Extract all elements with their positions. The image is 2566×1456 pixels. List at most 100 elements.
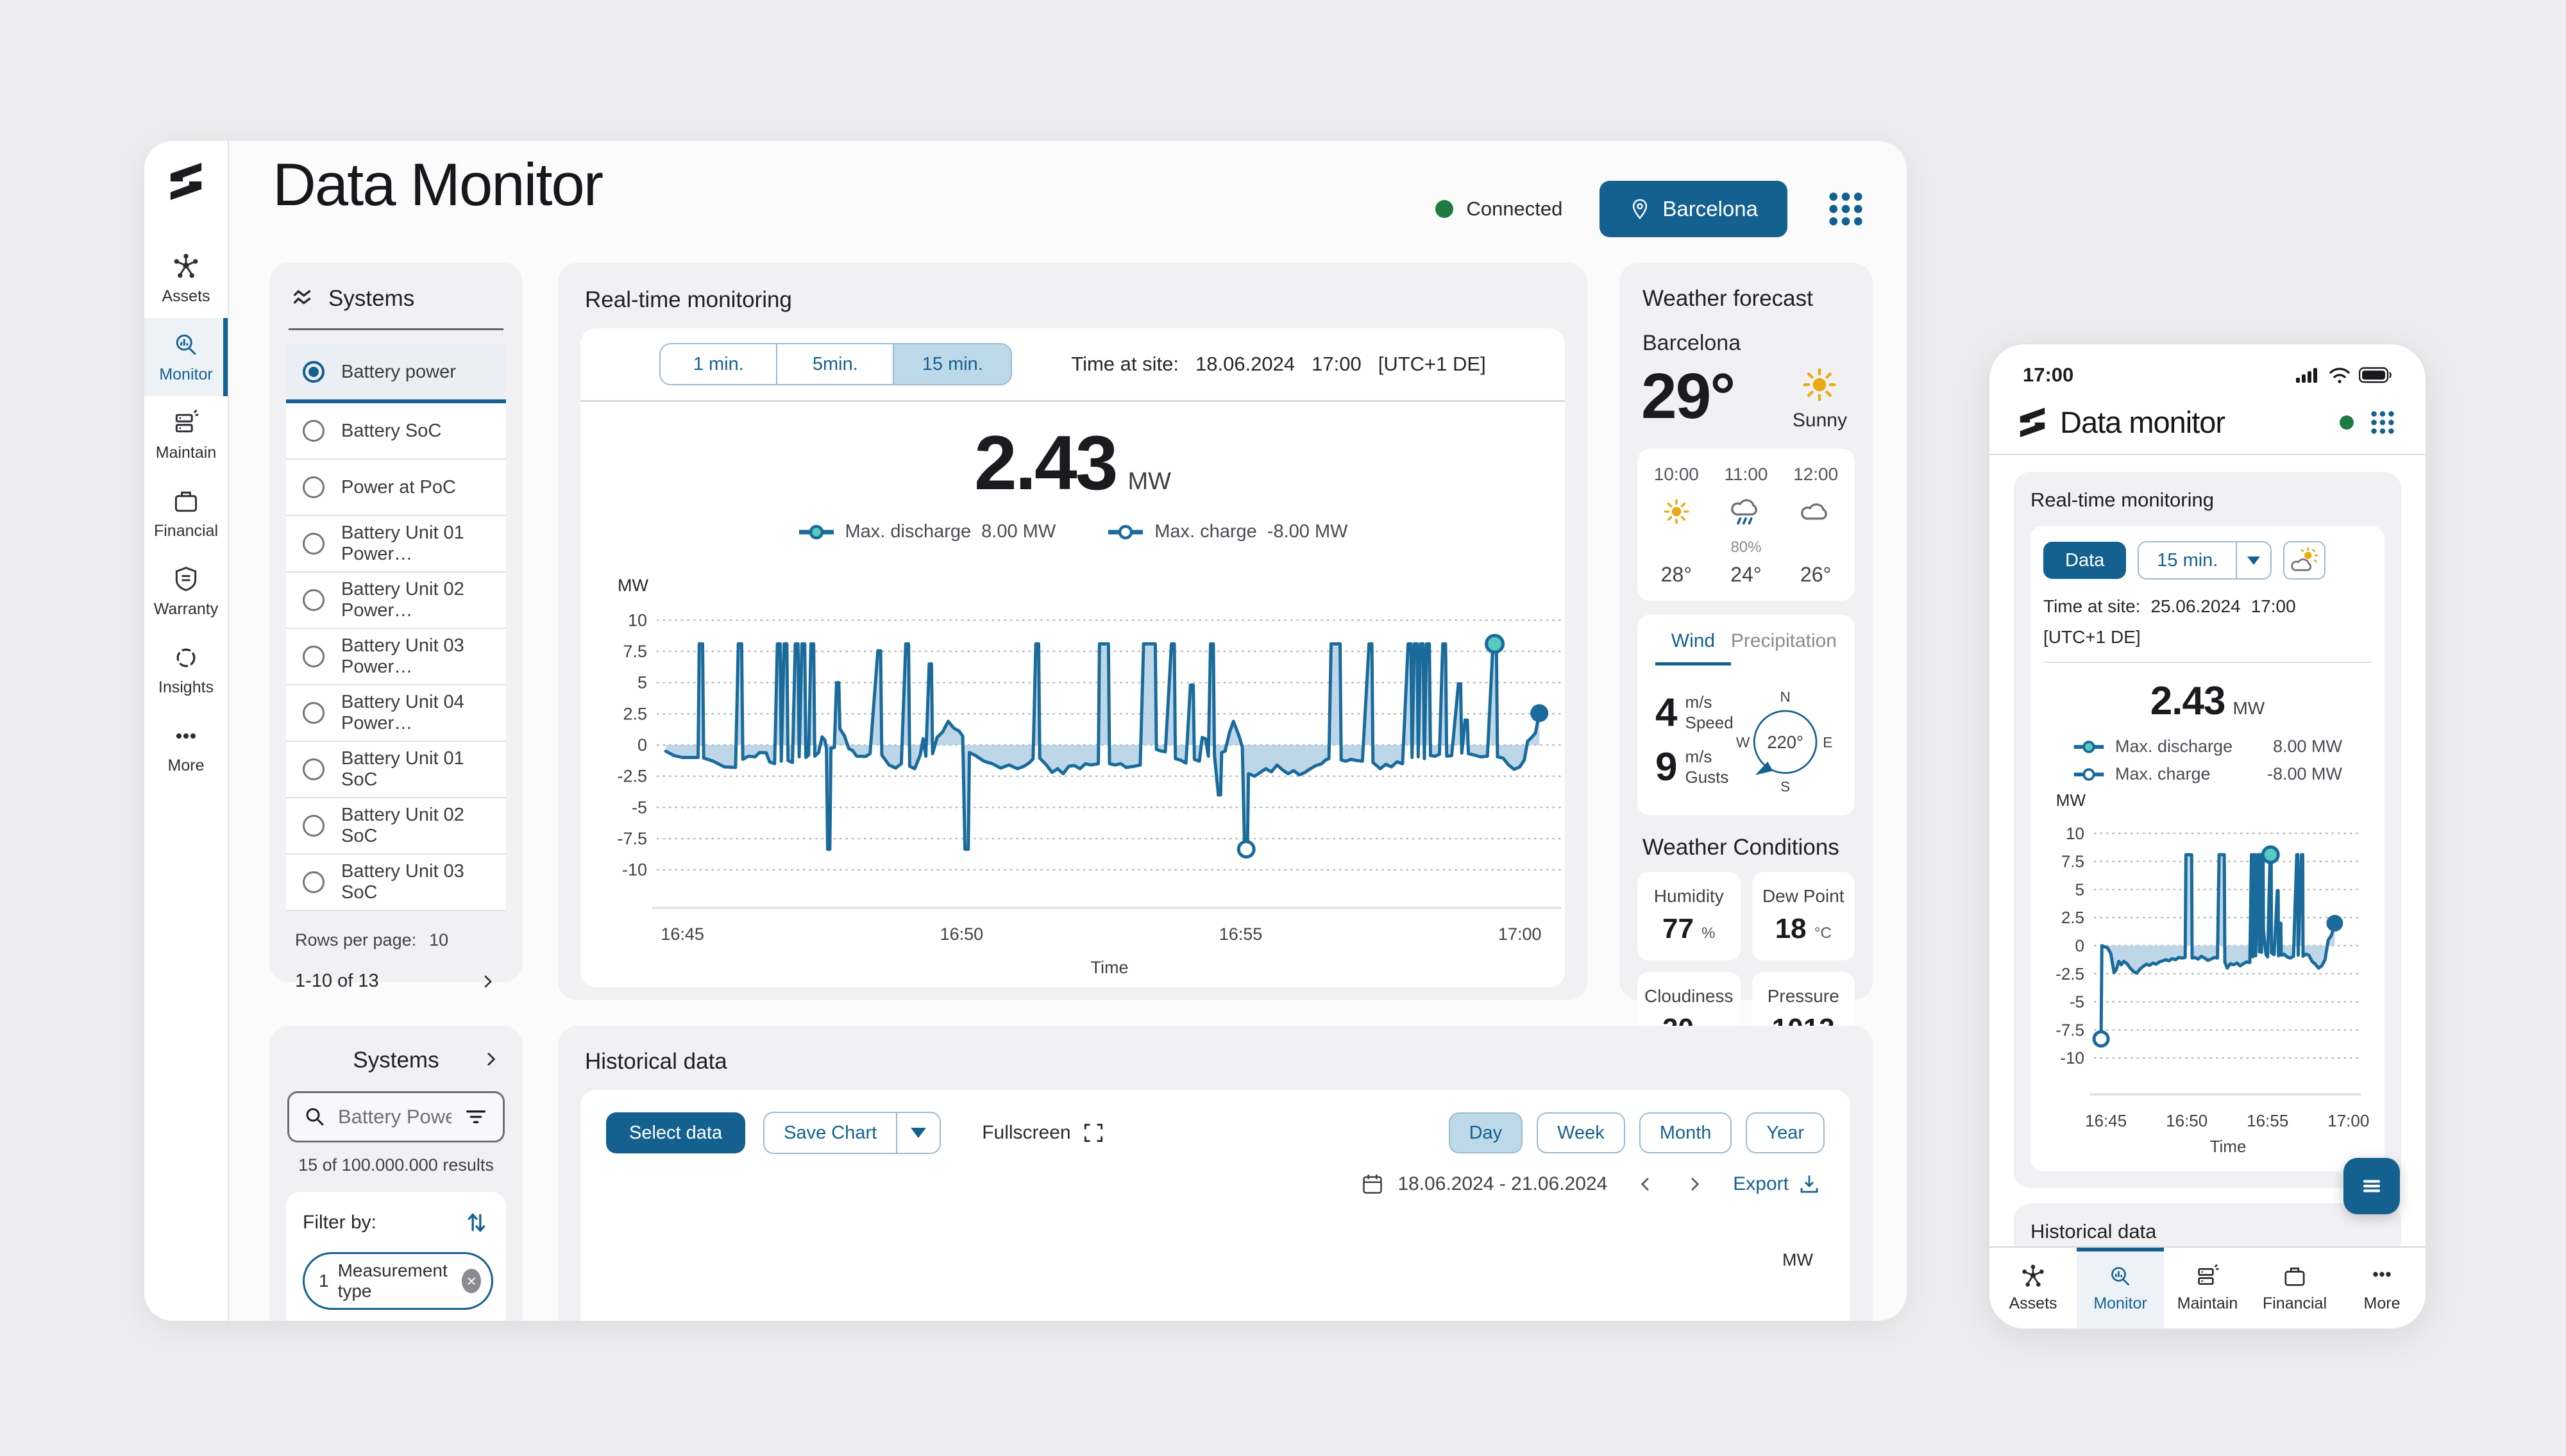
- caret-down-icon: [2247, 556, 2261, 565]
- remove-chip-icon[interactable]: ×: [462, 1269, 481, 1293]
- data-button[interactable]: Data: [2043, 542, 2127, 579]
- svg-text:17:00: 17:00: [1498, 925, 1542, 944]
- phone-realtime-title: Real-time monitoring: [2030, 489, 2214, 511]
- range-button[interactable]: Year: [1746, 1112, 1825, 1153]
- svg-text:Time: Time: [2210, 1137, 2247, 1156]
- interval-caret[interactable]: [2236, 542, 2270, 578]
- menu-fab-button[interactable]: [2343, 1158, 2400, 1214]
- system-radio-row[interactable]: Battery Unit 04 Power…: [286, 685, 506, 742]
- fullscreen-button[interactable]: Fullscreen: [982, 1121, 1105, 1145]
- phone-bottom-nav: Assets Monitor Maintain Financial More: [1989, 1246, 2426, 1328]
- sidebar-item-insights[interactable]: Insights: [144, 631, 228, 709]
- chevron-right-icon[interactable]: [480, 1049, 501, 1069]
- system-radio-row[interactable]: Battery SoC: [286, 403, 506, 460]
- historical-axis-unit: MW: [1782, 1250, 1813, 1269]
- sidebar-item-label: Warranty: [153, 599, 219, 618]
- filter-icon[interactable]: [463, 1104, 489, 1130]
- tab-wind[interactable]: Wind: [1655, 630, 1731, 665]
- realtime-panel: Real-time monitoring 1 min. 5min. 15 min. …: [558, 263, 1587, 1000]
- radio-icon: [303, 646, 325, 667]
- svg-text:2.5: 2.5: [2061, 908, 2084, 927]
- system-radio-row[interactable]: Battery Unit 03 Power…: [286, 629, 506, 685]
- monitor-icon: [176, 334, 196, 355]
- chevron-left-icon[interactable]: [1635, 1174, 1656, 1194]
- realtime-chart[interactable]: 10 7.5 5 2.5 0 -2.5 -5 -7.5 -10 MW 16:45 16:50 16:55…: [596, 571, 1578, 982]
- compass-arrow-icon: [1755, 761, 1773, 775]
- system-label: Battery Unit 01 SoC: [341, 748, 464, 790]
- phone-realtime-chart[interactable]: 10 7.5 5 2.5 0 -2.5 -5 -7.5 -10 MW 16:45 16:50 16:55…: [2043, 789, 2372, 1161]
- hourly-11: 11:00 80% 24°: [1724, 464, 1768, 586]
- nav-item-financial[interactable]: Financial: [2251, 1248, 2338, 1328]
- sidebar-item-more[interactable]: More: [144, 709, 228, 787]
- systems-panel: Systems Battery power Battery SoC Power …: [269, 263, 523, 991]
- sidebar-item-label: Financial: [153, 521, 219, 540]
- svg-text:220°: 220°: [1767, 732, 1803, 752]
- phone-toolbar: Data 15 min.: [2043, 541, 2372, 580]
- system-radio-row[interactable]: Power at PoC: [286, 460, 506, 516]
- weather-toggle-button[interactable]: [2283, 541, 2326, 580]
- sort-icon[interactable]: [464, 1210, 489, 1235]
- hourly-10: 10:00 28°: [1653, 464, 1699, 586]
- filter-chip[interactable]: 1 Measurement type ×: [303, 1252, 493, 1310]
- system-radio-row[interactable]: Battery Unit 02 SoC: [286, 798, 506, 855]
- grid-icon: [1829, 192, 1862, 226]
- logo-icon: [170, 163, 202, 200]
- grid-icon[interactable]: [2368, 408, 2397, 437]
- legend-marker-open-icon: [1108, 524, 1144, 539]
- sidebar-item-maintain[interactable]: Maintain: [144, 396, 228, 474]
- caret-down-icon: [911, 1128, 927, 1138]
- interval-button[interactable]: 5min.: [777, 344, 895, 384]
- range-button[interactable]: Day: [1448, 1112, 1523, 1153]
- sidebar-item-assets[interactable]: Assets: [144, 240, 228, 318]
- save-chart-button[interactable]: Save Chart: [784, 1122, 877, 1143]
- nav-item-monitor[interactable]: Monitor: [2077, 1248, 2164, 1328]
- radio-icon: [303, 758, 325, 780]
- svg-text:5: 5: [637, 673, 647, 692]
- export-button[interactable]: Export: [1733, 1173, 1821, 1196]
- svg-text:MW: MW: [2056, 791, 2086, 810]
- nav-item-maintain[interactable]: Maintain: [2164, 1248, 2251, 1328]
- range-buttons: Day Week Month Year: [1448, 1112, 1825, 1153]
- sidebar-item-warranty[interactable]: Warranty: [144, 553, 228, 631]
- historical-chart[interactable]: MW 25: [606, 1250, 1825, 1321]
- chevron-right-icon[interactable]: [1684, 1174, 1705, 1194]
- svg-text:10: 10: [628, 610, 647, 630]
- system-radio-row[interactable]: Battery Unit 01 Power…: [286, 516, 506, 573]
- system-radio-row[interactable]: Battery Unit 02 Power…: [286, 573, 506, 629]
- svg-text:0: 0: [637, 735, 647, 755]
- financial-icon: [2284, 1267, 2305, 1286]
- hourly-12: 12:00 26°: [1793, 464, 1839, 586]
- nav-item-assets[interactable]: Assets: [1989, 1248, 2077, 1328]
- range-button[interactable]: Week: [1537, 1112, 1625, 1153]
- system-radio-row[interactable]: Battery Unit 03 SoC: [286, 855, 506, 911]
- interval-dropdown: 15 min.: [2138, 541, 2272, 580]
- location-button[interactable]: Barcelona: [1600, 181, 1787, 237]
- connected-dot-icon: [2340, 415, 2354, 430]
- apps-grid-button[interactable]: [1825, 188, 1867, 230]
- system-radio-row[interactable]: Battery power: [286, 344, 506, 403]
- tab-precipitation[interactable]: Precipitation: [1730, 630, 1837, 651]
- sidebar-item-financial[interactable]: Financial: [144, 474, 228, 553]
- rows-per-page-value[interactable]: 10: [429, 930, 449, 950]
- search-box: [287, 1091, 505, 1142]
- select-data-button[interactable]: Select data: [606, 1112, 746, 1153]
- search-input[interactable]: [337, 1105, 453, 1129]
- filter-card: Filter by: 1 Measurement type × 1 Asset …: [286, 1192, 506, 1321]
- system-radio-row[interactable]: Battery Unit 01 SoC: [286, 742, 506, 798]
- svg-text:-2.5: -2.5: [2055, 964, 2084, 983]
- svg-text:N: N: [1780, 689, 1790, 705]
- legend-marker-open-icon: [2073, 767, 2104, 781]
- nav-item-more[interactable]: More: [2338, 1248, 2426, 1328]
- date-range[interactable]: 18.06.2024 - 21.06.2024: [1360, 1172, 1607, 1196]
- sidebar-item-monitor[interactable]: Monitor: [144, 318, 228, 396]
- chevron-right-icon[interactable]: [478, 972, 497, 991]
- pagination-label: 1-10 of 13: [295, 971, 379, 991]
- interval-value[interactable]: 15 min.: [2157, 549, 2218, 571]
- save-chart-dropdown[interactable]: [896, 1113, 940, 1153]
- rows-per-page[interactable]: Rows per page: 10: [269, 911, 523, 954]
- svg-text:17:00: 17:00: [2327, 1111, 2369, 1130]
- interval-button[interactable]: 1 min.: [661, 344, 778, 384]
- condition-card: Dew Point 18 °C: [1751, 872, 1855, 960]
- range-button[interactable]: Month: [1639, 1112, 1732, 1153]
- interval-button[interactable]: 15 min.: [894, 344, 1011, 384]
